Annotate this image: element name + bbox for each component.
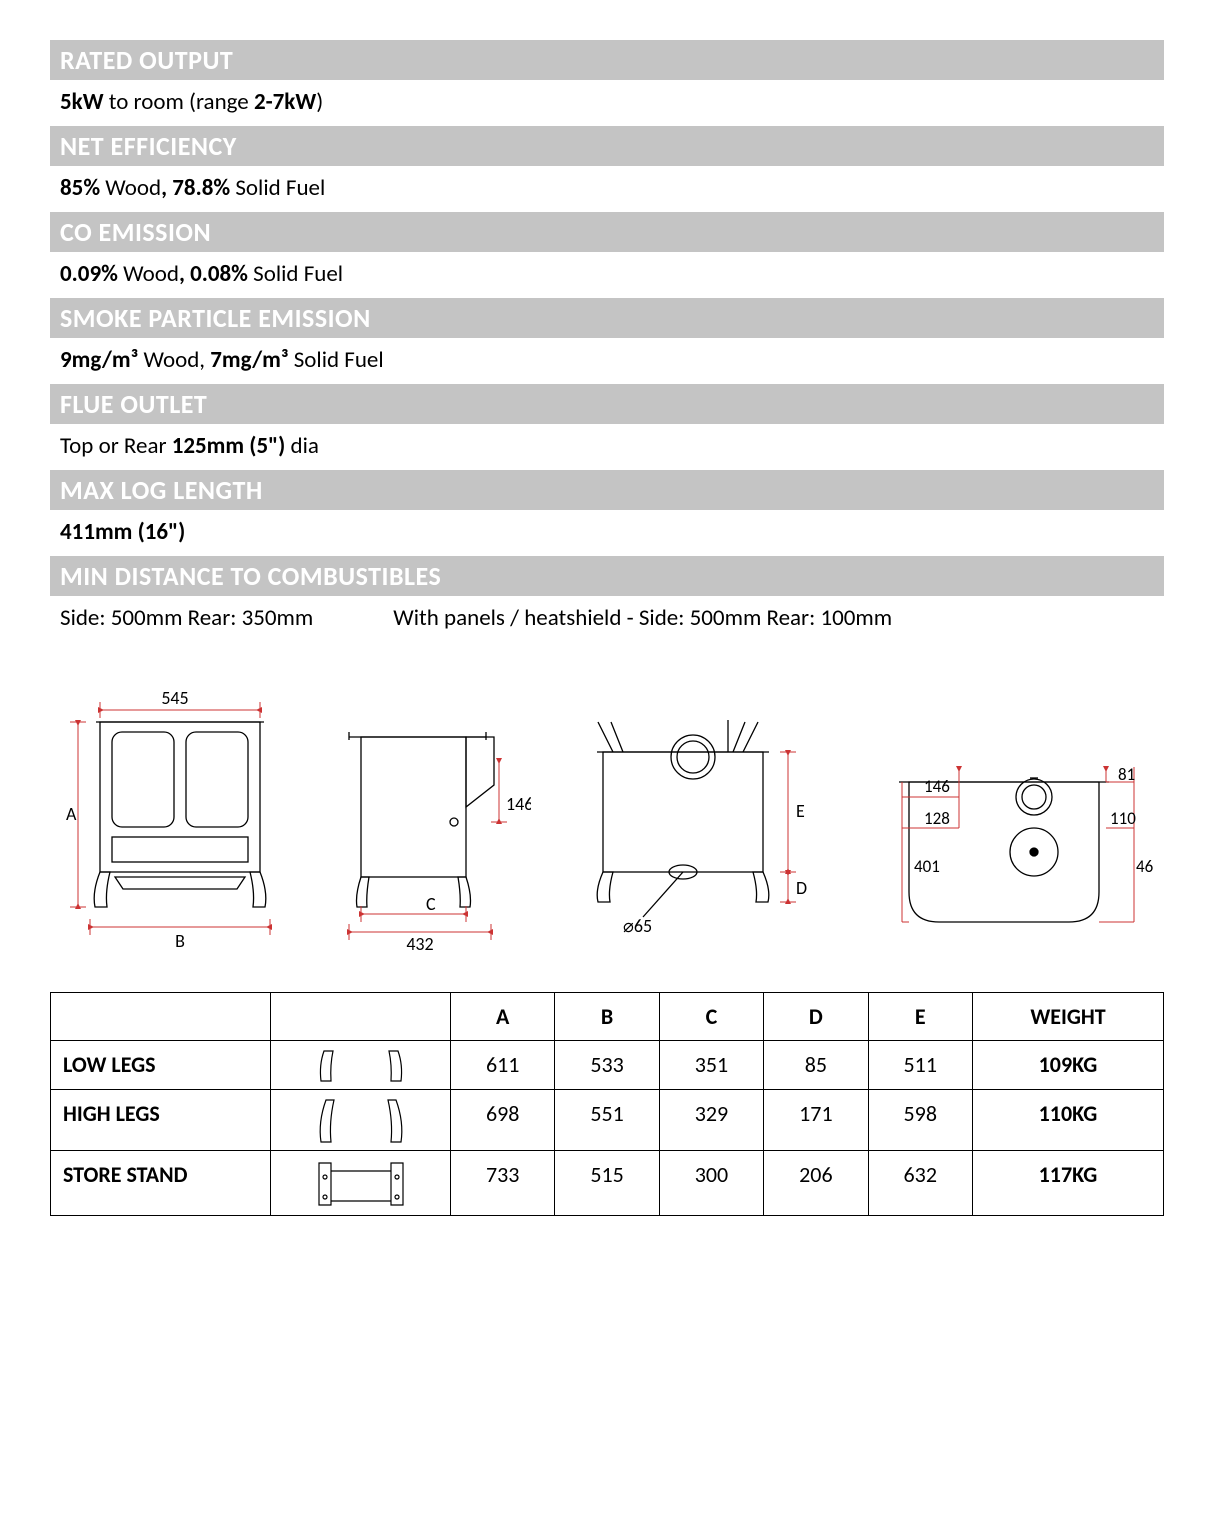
dim-top-146: 146: [924, 776, 950, 797]
diagrams-row: 545: [50, 692, 1164, 952]
table-cell: 598: [868, 1090, 972, 1151]
diagram-front: 545: [60, 692, 290, 952]
spec-header: MAX LOG LENGTH: [50, 470, 1164, 510]
spec-header: NET EFFICIENCY: [50, 126, 1164, 166]
table-cell: 611: [451, 1041, 555, 1090]
spec-body: Top or Rear 125mm (5") dia: [50, 424, 1164, 470]
dim-top-110: 110: [1110, 808, 1136, 829]
diagram-top: 146 128 401 81 110 466: [854, 732, 1154, 952]
table-cell: 698: [451, 1090, 555, 1151]
table-header-cell: D: [764, 993, 868, 1041]
table-cell: 206: [764, 1151, 868, 1216]
table-cell: 110KG: [972, 1090, 1163, 1151]
table-cell: 632: [868, 1151, 972, 1216]
table-cell: 515: [555, 1151, 659, 1216]
leg-type-icon: [271, 1090, 451, 1151]
table-cell: 171: [764, 1090, 868, 1151]
dim-d: D: [796, 877, 807, 899]
dim-c: C: [426, 893, 436, 915]
row-label: LOW LEGS: [51, 1041, 271, 1090]
row-label: HIGH LEGS: [51, 1090, 271, 1151]
table-row: HIGH LEGS 698551329171598110KG: [51, 1090, 1164, 1151]
dim-e: E: [796, 800, 805, 822]
dim-top-128: 128: [924, 808, 950, 829]
table-header-cell: [271, 993, 451, 1041]
table-cell: 329: [659, 1090, 763, 1151]
spec-header: CO EMISSION: [50, 212, 1164, 252]
dim-phi65: ⌀65: [623, 915, 652, 937]
table-header-cell: [51, 993, 271, 1041]
spec-body: 411mm (16"): [50, 510, 1164, 556]
spec-header-distance: MIN DISTANCE TO COMBUSTIBLES: [50, 556, 1164, 596]
table-cell: 551: [555, 1090, 659, 1151]
dim-545: 545: [161, 692, 188, 709]
spec-body: 9mg/m³ Wood, 7mg/m³ Solid Fuel: [50, 338, 1164, 384]
table-header-cell: B: [555, 993, 659, 1041]
leg-type-icon: [271, 1041, 451, 1090]
table-cell: 85: [764, 1041, 868, 1090]
table-header-cell: A: [451, 993, 555, 1041]
dim-top-81: 81: [1118, 764, 1135, 785]
table-row: STORE STAND 733515300206632117KG: [51, 1151, 1164, 1216]
table-header-cell: C: [659, 993, 763, 1041]
distance-row: Side: 500mm Rear: 350mm With panels / he…: [50, 596, 1164, 642]
table-cell: 300: [659, 1151, 763, 1216]
table-row: LOW LEGS 61153335185511109KG: [51, 1041, 1164, 1090]
diagram-side: 146 C 432: [331, 692, 531, 952]
dim-146: 146: [506, 793, 531, 815]
dim-a: A: [66, 803, 77, 825]
spec-body: 0.09% Wood, 0.08% Solid Fuel: [50, 252, 1164, 298]
dimensions-table: ABCDEWEIGHT LOW LEGS61153335185511109KGH…: [50, 992, 1164, 1216]
spec-header: RATED OUTPUT: [50, 40, 1164, 80]
row-label: STORE STAND: [51, 1151, 271, 1216]
table-header-cell: E: [868, 993, 972, 1041]
dim-top-466: 466: [1136, 856, 1154, 877]
table-cell: 733: [451, 1151, 555, 1216]
table-cell: 351: [659, 1041, 763, 1090]
dim-432: 432: [407, 933, 434, 952]
table-cell: 109KG: [972, 1041, 1163, 1090]
dim-top-401: 401: [914, 856, 940, 877]
diagram-rear: E D ⌀65: [573, 692, 813, 952]
spec-body: 85% Wood, 78.8% Solid Fuel: [50, 166, 1164, 212]
spec-body: 5kW to room (range 2-7kW): [50, 80, 1164, 126]
table-cell: 117KG: [972, 1151, 1163, 1216]
table-cell: 511: [868, 1041, 972, 1090]
dim-b: B: [175, 930, 185, 952]
leg-type-icon: [271, 1151, 451, 1216]
spec-header: SMOKE PARTICLE EMISSION: [50, 298, 1164, 338]
table-header-cell: WEIGHT: [972, 993, 1163, 1041]
table-cell: 533: [555, 1041, 659, 1090]
spec-header: FLUE OUTLET: [50, 384, 1164, 424]
